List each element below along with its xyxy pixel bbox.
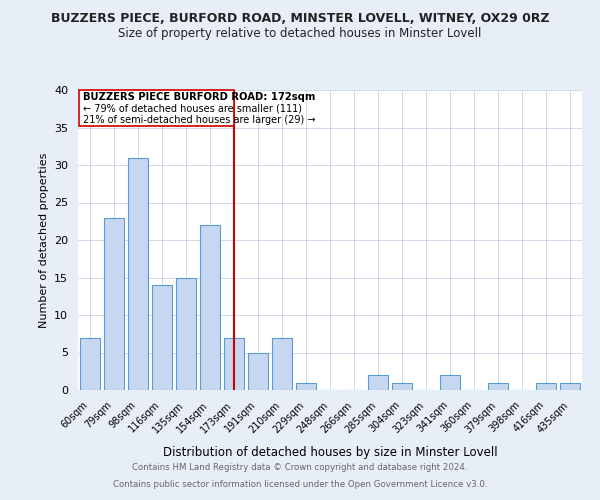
- Bar: [224, 338, 244, 390]
- Bar: [296, 382, 316, 390]
- Bar: [368, 375, 388, 390]
- Text: ← 79% of detached houses are smaller (111): ← 79% of detached houses are smaller (11…: [83, 104, 302, 114]
- Bar: [392, 382, 412, 390]
- FancyBboxPatch shape: [79, 90, 234, 126]
- Bar: [488, 382, 508, 390]
- Bar: [272, 338, 292, 390]
- X-axis label: Distribution of detached houses by size in Minster Lovell: Distribution of detached houses by size …: [163, 446, 497, 458]
- Bar: [176, 278, 196, 390]
- Bar: [248, 352, 268, 390]
- Bar: [200, 225, 220, 390]
- Text: Size of property relative to detached houses in Minster Lovell: Size of property relative to detached ho…: [118, 28, 482, 40]
- Text: BUZZERS PIECE, BURFORD ROAD, MINSTER LOVELL, WITNEY, OX29 0RZ: BUZZERS PIECE, BURFORD ROAD, MINSTER LOV…: [50, 12, 550, 26]
- Text: Contains HM Land Registry data © Crown copyright and database right 2024.: Contains HM Land Registry data © Crown c…: [132, 464, 468, 472]
- Bar: [152, 285, 172, 390]
- Text: BUZZERS PIECE BURFORD ROAD: 172sqm: BUZZERS PIECE BURFORD ROAD: 172sqm: [83, 92, 315, 102]
- Bar: [104, 218, 124, 390]
- Bar: [440, 375, 460, 390]
- Bar: [80, 338, 100, 390]
- Bar: [560, 382, 580, 390]
- Text: Contains public sector information licensed under the Open Government Licence v3: Contains public sector information licen…: [113, 480, 487, 489]
- Bar: [128, 158, 148, 390]
- Bar: [536, 382, 556, 390]
- Text: 21% of semi-detached houses are larger (29) →: 21% of semi-detached houses are larger (…: [83, 115, 316, 124]
- Y-axis label: Number of detached properties: Number of detached properties: [38, 152, 49, 328]
